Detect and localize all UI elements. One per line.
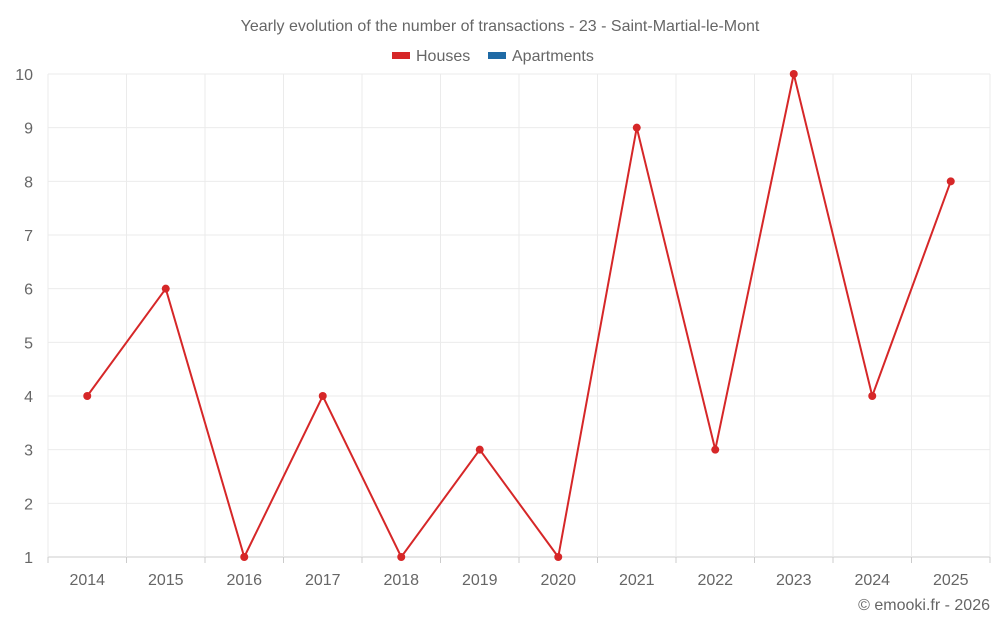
y-tick-label: 10 xyxy=(15,67,33,84)
x-tick-label: 2014 xyxy=(69,572,105,589)
x-tick-label: 2023 xyxy=(776,572,812,589)
data-point xyxy=(475,445,484,454)
x-tick-label: 2018 xyxy=(383,572,419,589)
legend-swatch-apartments xyxy=(488,52,506,59)
y-tick-label: 6 xyxy=(24,282,33,299)
y-tick-label: 4 xyxy=(24,389,33,406)
legend: Houses Apartments xyxy=(392,48,594,65)
credit-text: © emooki.fr - 2026 xyxy=(858,597,990,614)
data-point xyxy=(83,392,92,400)
data-point xyxy=(397,553,406,561)
y-tick-label: 9 xyxy=(24,121,33,138)
data-point xyxy=(632,123,641,132)
x-tick-label: 2022 xyxy=(697,572,733,589)
x-tick-label: 2016 xyxy=(226,572,262,589)
x-tick-label: 2024 xyxy=(854,572,890,589)
x-tick-label: 2020 xyxy=(540,572,576,589)
y-tick-label: 7 xyxy=(24,228,33,245)
legend-label-houses[interactable]: Houses xyxy=(416,48,470,65)
data-point xyxy=(318,392,327,400)
data-point xyxy=(946,177,955,186)
x-tick-label: 2015 xyxy=(148,572,184,589)
y-axis: 1 2 3 4 5 6 7 8 9 10 xyxy=(15,67,33,567)
x-tick-label: 2019 xyxy=(462,572,498,589)
legend-label-apartments[interactable]: Apartments xyxy=(512,48,594,65)
series-line-houses xyxy=(86,73,952,560)
y-tick-label: 2 xyxy=(24,496,33,513)
x-tick-label: 2025 xyxy=(933,572,969,589)
data-point xyxy=(240,553,249,561)
y-tick-label: 3 xyxy=(24,443,33,460)
data-point xyxy=(789,70,798,78)
series-houses xyxy=(83,70,955,561)
chart-title: Yearly evolution of the number of transa… xyxy=(241,18,760,35)
grid xyxy=(47,73,991,558)
data-point xyxy=(868,392,877,400)
y-tick-label: 8 xyxy=(24,174,33,191)
x-tick-label: 2017 xyxy=(305,572,341,589)
y-tick-label: 1 xyxy=(24,550,33,567)
data-point xyxy=(711,445,720,454)
x-tick-label: 2021 xyxy=(619,572,655,589)
x-axis: 2014 2015 2016 2017 2018 2019 2020 2021 2022 2023… xyxy=(47,557,991,589)
y-tick-label: 5 xyxy=(24,335,33,352)
legend-swatch-houses xyxy=(392,52,410,59)
data-point xyxy=(161,284,170,293)
data-point xyxy=(554,553,563,561)
